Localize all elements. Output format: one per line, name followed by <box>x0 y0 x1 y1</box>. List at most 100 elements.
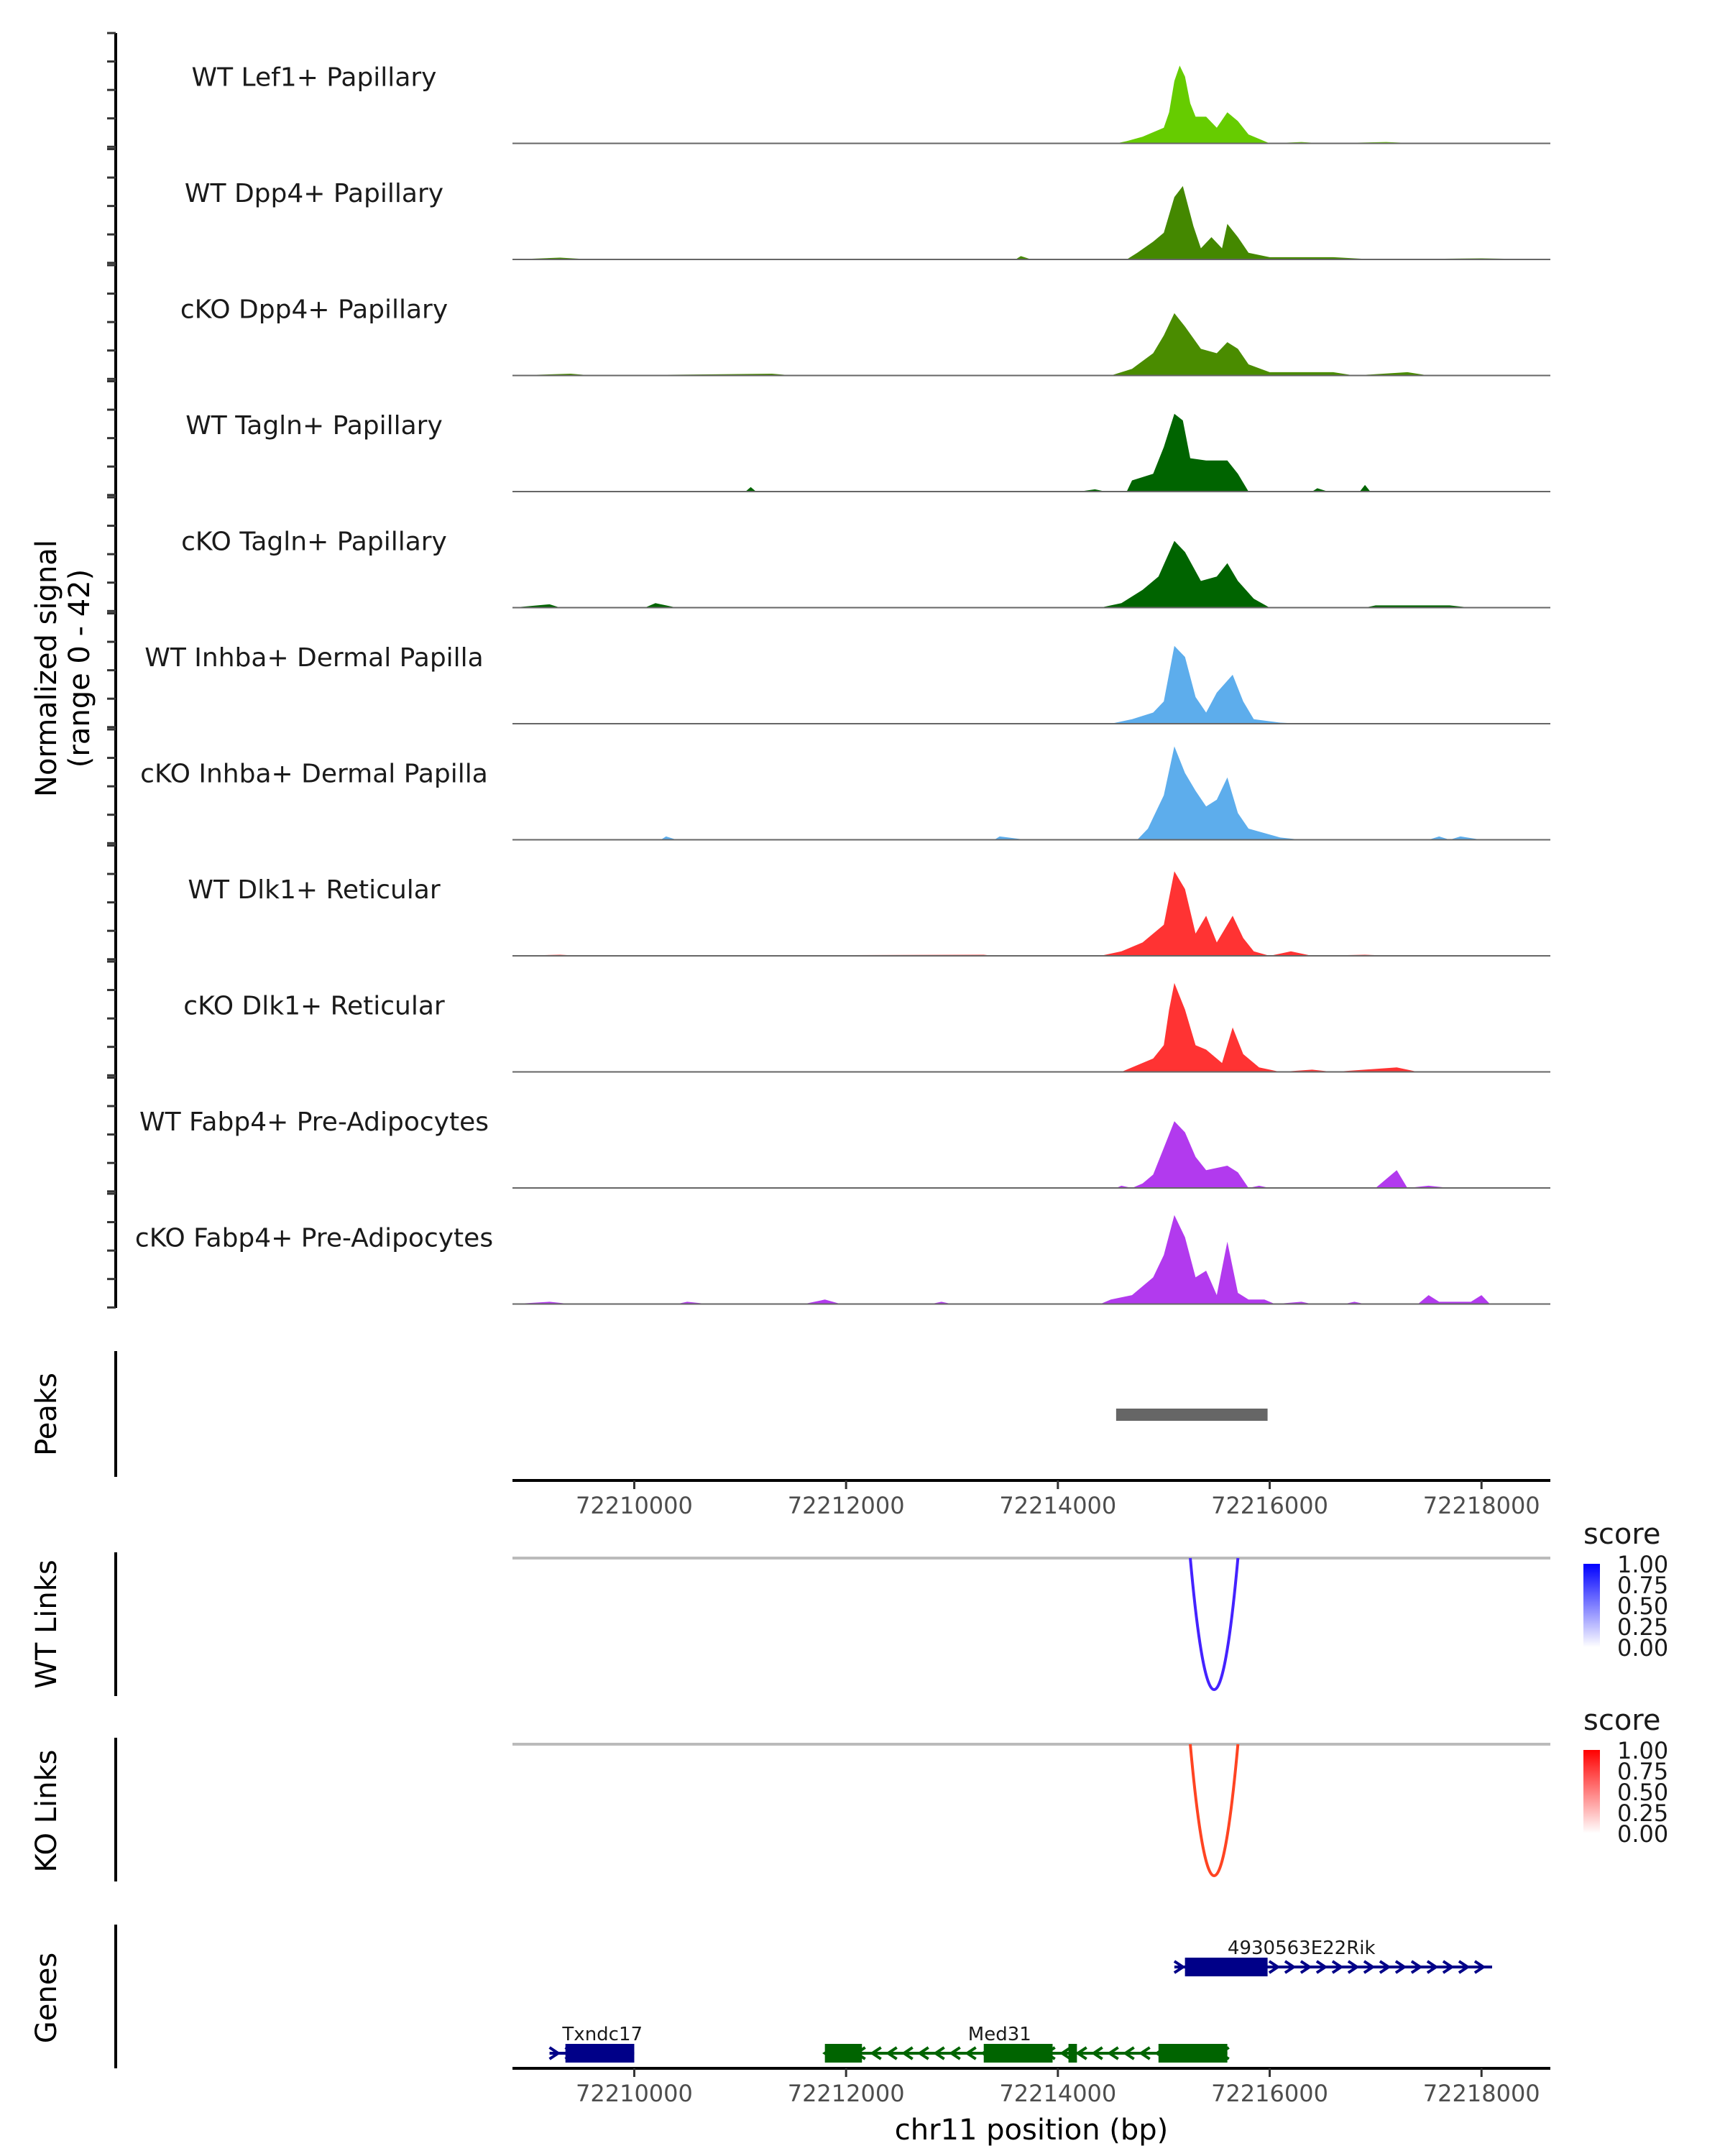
legend-label: 0.50 <box>1617 1779 1668 1806</box>
x-tick-label: 72210000 <box>576 1492 693 1519</box>
genes-panel-label: Genes <box>30 1953 63 2043</box>
peaks-x-axis: 72210000 72212000 72214000 72216000 72218000 <box>512 1479 1550 1519</box>
strand-arrow-icon <box>1284 1960 1297 1974</box>
legend-title: score <box>1583 1518 1660 1551</box>
strand-arrow-icon <box>901 2046 914 2060</box>
legend-label: 1.00 <box>1617 1737 1668 1764</box>
coverage-area <box>512 871 1550 956</box>
strand-arrow-icon <box>1300 1960 1312 1974</box>
coverage-area <box>512 185 1550 259</box>
strand-arrow-icon <box>1107 2046 1119 2060</box>
coverage-area <box>512 645 1550 724</box>
gene-model: Med31 <box>822 2024 1230 2063</box>
strand-arrow-icon <box>933 2046 945 2060</box>
legend-label: 0.25 <box>1617 1800 1668 1827</box>
coverage-track: WT Dpp4+ Papillary <box>107 148 1550 264</box>
strand-arrow-icon <box>1075 2046 1087 2060</box>
legend-label: 0.75 <box>1617 1758 1668 1785</box>
x-tick-label: 72214000 <box>999 2080 1116 2107</box>
strand-arrow-icon <box>1426 1960 1439 1974</box>
coverage-track: WT Dlk1+ Reticular <box>107 844 1550 961</box>
x-tick-label: 72218000 <box>1423 2080 1540 2107</box>
y-axis-label-range: (range 0 - 42) <box>63 569 96 768</box>
coverage-track: cKO Fabp4+ Pre-Adipocytes <box>107 1192 1550 1309</box>
x-tick-label: 72216000 <box>1211 1492 1328 1519</box>
legend-colorbar <box>1583 1750 1600 1833</box>
genes-panel: Txndc17 Med31 4930563E22Rik <box>548 1938 1492 2063</box>
strand-arrow-icon <box>1091 2046 1103 2060</box>
coverage-track: cKO Tagln+ Papillary <box>107 496 1550 612</box>
x-axis-title: chr11 position (bp) <box>895 2114 1169 2147</box>
coverage-area <box>512 1121 1550 1188</box>
legend-label: 0.75 <box>1617 1572 1668 1599</box>
gene-name-label: Med31 <box>968 2024 1031 2045</box>
coverage-track: WT Inhba+ Dermal Papilla <box>107 612 1550 729</box>
strand-arrow-icon <box>1123 2046 1135 2060</box>
strand-arrow-icon <box>1059 2046 1072 2060</box>
y-axis-label: Normalized signal <box>30 540 63 797</box>
links-panels: score1.000.750.500.250.00score1.000.750.… <box>512 1518 1668 1877</box>
coverage-area <box>512 540 1550 608</box>
strand-arrow-icon <box>1363 1960 1376 1974</box>
strand-arrow-icon <box>965 2046 977 2060</box>
coverage-track: cKO Dlk1+ Reticular <box>107 960 1550 1077</box>
coverage-track: WT Lef1+ Papillary <box>107 32 1550 148</box>
strand-arrow-icon <box>1379 1960 1392 1974</box>
strand-arrow-icon <box>949 2046 961 2060</box>
track-label: WT Dpp4+ Papillary <box>185 179 443 208</box>
gene-exon <box>983 2044 1053 2063</box>
coverage-area <box>512 413 1550 492</box>
track-label: WT Fabp4+ Pre-Adipocytes <box>139 1107 489 1137</box>
gene-exon <box>1158 2044 1228 2063</box>
coverage-area <box>512 65 1550 144</box>
track-label: WT Inhba+ Dermal Papilla <box>144 643 483 673</box>
legend-colorbar <box>1583 1564 1600 1647</box>
gene-model: 4930563E22Rik <box>1173 1938 1492 1976</box>
track-label: cKO Dpp4+ Papillary <box>180 295 448 325</box>
strand-arrow-icon <box>917 2046 929 2060</box>
coverage-track: WT Fabp4+ Pre-Adipocytes <box>107 1077 1550 1193</box>
track-label: cKO Inhba+ Dermal Papilla <box>140 760 488 789</box>
x-tick-label: 72216000 <box>1211 2080 1328 2107</box>
track-label: cKO Dlk1+ Reticular <box>183 992 445 1021</box>
gene-exon <box>1068 2044 1077 2063</box>
strand-arrow-icon <box>1473 1960 1486 1974</box>
coverage-area <box>512 982 1550 1072</box>
coverage-track: cKO Dpp4+ Papillary <box>107 264 1550 380</box>
coverage-tracks: WT Lef1+ Papillary WT Dpp4+ Papillary cKO … <box>107 32 1550 1309</box>
track-label: WT Tagln+ Papillary <box>185 411 443 441</box>
gene-name-label: Txndc17 <box>561 2024 643 2045</box>
strand-arrow-icon <box>886 2046 898 2060</box>
ko-links-panel-label: KO Links <box>30 1750 63 1873</box>
coverage-track: WT Tagln+ Papillary <box>107 380 1550 497</box>
track-label: cKO Fabp4+ Pre-Adipocytes <box>135 1224 493 1253</box>
legend-label: 0.00 <box>1617 1820 1668 1848</box>
strand-arrow-icon <box>1442 1960 1455 1974</box>
strand-arrow-icon <box>1394 1960 1407 1974</box>
genes-x-axis: 72210000 72212000 72214000 72216000 72218000 <box>512 2067 1550 2107</box>
track-label: WT Dlk1+ Reticular <box>188 875 440 905</box>
legend-label: 0.25 <box>1617 1613 1668 1641</box>
strand-arrow-icon <box>1331 1960 1344 1974</box>
coverage-area <box>512 1215 1550 1304</box>
gene-name-label: 4930563E22Rik <box>1228 1938 1376 1959</box>
peaks-panel <box>1116 1409 1268 1421</box>
legend-title: score <box>1583 1704 1660 1737</box>
strand-arrow-icon <box>1138 2046 1151 2060</box>
gene-model: Txndc17 <box>548 2024 643 2063</box>
strand-arrow-icon <box>1173 1960 1186 1974</box>
coverage-area <box>512 746 1550 840</box>
x-tick-label: 72214000 <box>999 1492 1116 1519</box>
coverage-track: cKO Inhba+ Dermal Papilla <box>107 728 1550 844</box>
peaks-panel-label: Peaks <box>30 1373 63 1456</box>
x-tick-label: 72218000 <box>1423 1492 1540 1519</box>
strand-arrow-icon <box>1268 1960 1281 1974</box>
gene-exon <box>1184 1958 1268 1976</box>
link-arc <box>1189 1743 1240 1877</box>
gene-exon <box>824 2044 862 2063</box>
legend-label: 1.00 <box>1617 1551 1668 1578</box>
x-tick-label: 72210000 <box>576 2080 693 2107</box>
